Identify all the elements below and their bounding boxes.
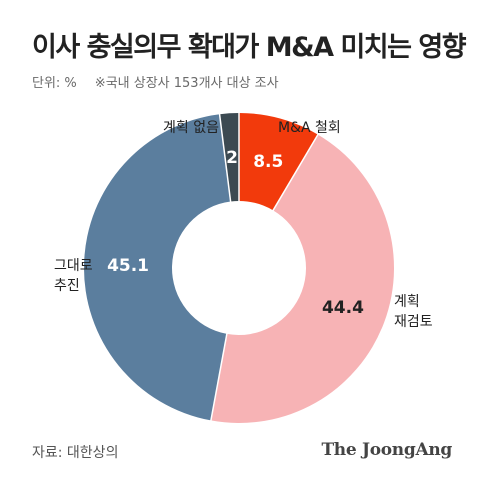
slice-label-line: M&A 철회 <box>278 120 341 136</box>
slice-separator <box>218 113 232 203</box>
slice-label-withdraw: M&A 철회 <box>278 118 341 138</box>
slice-separator <box>209 332 228 422</box>
source-text: 자료: 대한상의 <box>32 445 119 461</box>
slice-no-plan <box>219 113 239 202</box>
value-label-proceed: 45.1 <box>107 256 149 276</box>
slice-label-line: 그대로 <box>54 258 93 274</box>
slice-separator <box>271 133 320 212</box>
chart-subtitle-row: 단위: % ※국내 상장사 153개사 대상 조사 <box>32 72 279 91</box>
chart-title: 이사 충실의무 확대가 M&A 미치는 영향 <box>32 32 467 63</box>
slice-withdraw <box>239 113 318 211</box>
unit-label: 단위: % <box>32 76 77 91</box>
brand-logo: The JoongAng <box>321 440 452 460</box>
value-label-no-plan: 2 <box>226 148 238 168</box>
slice-proceed <box>83 114 231 421</box>
survey-note: ※국내 상장사 153개사 대상 조사 <box>94 76 279 91</box>
slice-label-line: 재검토 <box>394 314 433 330</box>
slice-label-line: 계획 없음 <box>163 120 219 136</box>
slice-label-line: 계획 <box>394 294 420 310</box>
slice-label-no-plan: 계획 없음 <box>163 118 219 138</box>
slice-label-line: 추진 <box>54 278 80 294</box>
slice-review <box>210 134 395 424</box>
value-label-withdraw: 8.5 <box>253 152 283 172</box>
value-label-review: 44.4 <box>322 298 364 318</box>
